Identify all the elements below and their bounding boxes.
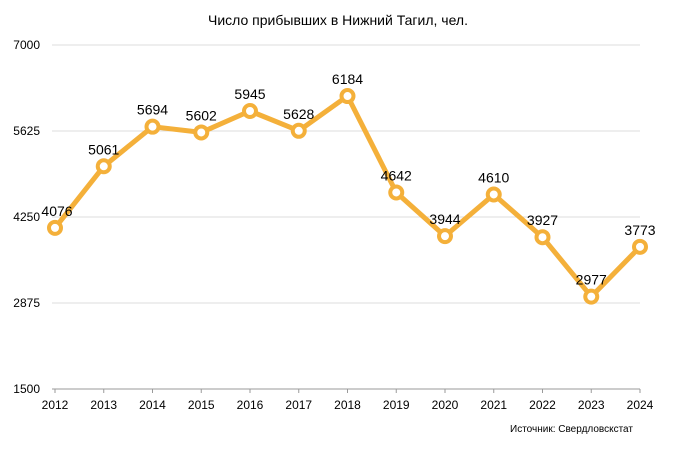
data-point-2023 [583, 288, 600, 305]
y-tick-label-1500: 1500 [13, 382, 40, 396]
x-tick-label-2017: 2017 [285, 398, 312, 412]
data-point-2012 [47, 219, 63, 236]
data-label-2016: 5945 [234, 86, 265, 102]
data-label-2022: 3927 [527, 212, 558, 228]
data-point-2017 [290, 122, 307, 139]
data-point-2024 [632, 238, 648, 255]
data-points [47, 88, 648, 305]
data-label-2023: 2977 [576, 272, 607, 288]
series-line-0 [52, 93, 643, 300]
data-labels: 4076 5061 5694 5602 5945 5628 6184 4642 3944 4610… [41, 71, 655, 288]
data-point-2021 [485, 186, 502, 203]
x-axis: 2012 2013 2014 2015 2016 2017 2018 2019 2020 2021… [42, 389, 654, 412]
y-tick-label-2875: 2875 [13, 296, 40, 310]
chart-title: Число прибывших в Нижний Тагил, чел. [208, 12, 468, 28]
data-point-2019 [388, 184, 405, 201]
data-point-2014 [144, 118, 161, 135]
x-tick-label-2018: 2018 [334, 398, 361, 412]
data-label-2017: 5628 [283, 106, 314, 122]
data-label-2018: 6184 [332, 71, 363, 87]
y-axis: 1500 2875 4250 5625 7000 [13, 38, 40, 396]
x-tick-label-2015: 2015 [188, 398, 215, 412]
data-point-2020 [437, 228, 453, 245]
y-tick-label-7000: 7000 [13, 38, 40, 52]
x-tick-label-2022: 2022 [529, 398, 556, 412]
x-tick-label-2024: 2024 [627, 398, 654, 412]
data-point-2018 [339, 88, 356, 105]
data-label-2019: 4642 [381, 167, 412, 183]
x-tick-label-2012: 2012 [42, 398, 69, 412]
data-label-2013: 5061 [88, 141, 119, 157]
data-point-2015 [193, 124, 210, 141]
data-label-2024: 3773 [624, 222, 655, 238]
x-tick-label-2016: 2016 [237, 398, 264, 412]
y-tick-label-4250: 4250 [13, 210, 40, 224]
x-tick-label-2023: 2023 [578, 398, 605, 412]
x-tick-label-2014: 2014 [139, 398, 166, 412]
x-tick-label-2021: 2021 [480, 398, 507, 412]
x-tick-label-2013: 2013 [90, 398, 117, 412]
source-note: Источник: Свердловскстат [510, 424, 633, 435]
x-tick-label-2020: 2020 [432, 398, 459, 412]
data-label-2012: 4076 [41, 203, 72, 219]
data-label-2015: 5602 [186, 107, 217, 123]
data-point-2016 [242, 102, 258, 119]
data-point-2013 [95, 158, 112, 175]
data-point-2022 [534, 229, 551, 246]
y-tick-label-5625: 5625 [13, 124, 40, 138]
data-label-2014: 5694 [137, 102, 168, 118]
data-label-2020: 3944 [429, 211, 460, 227]
data-label-2021: 4610 [478, 169, 509, 185]
series-line-group [52, 93, 643, 300]
x-tick-label-2019: 2019 [383, 398, 410, 412]
